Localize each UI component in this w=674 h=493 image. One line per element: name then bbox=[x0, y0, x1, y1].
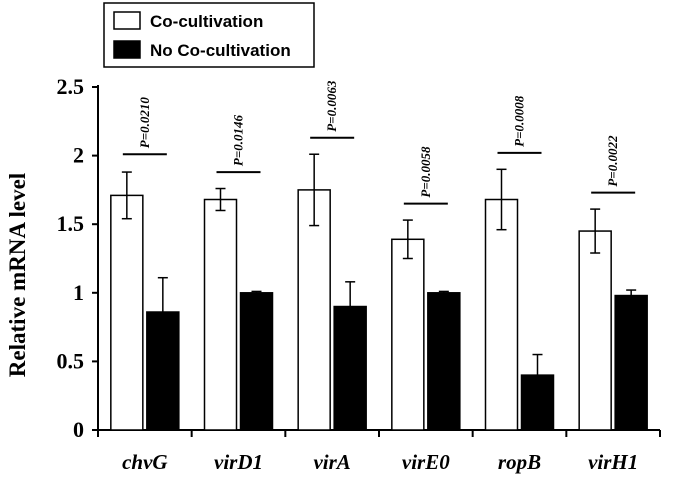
x-tick-label: virA bbox=[313, 450, 350, 474]
bar-co-cultivation bbox=[110, 194, 144, 431]
y-tick-label: 2 bbox=[73, 143, 84, 168]
legend-label-co-cultivation: Co-cultivation bbox=[150, 12, 263, 31]
bar-no-co-cultivation bbox=[239, 292, 274, 431]
bar-co-cultivation bbox=[203, 198, 238, 431]
p-value-label: P=0.0210 bbox=[137, 97, 152, 149]
bar-no-co-cultivation bbox=[427, 292, 461, 431]
bar-co-cultivation bbox=[578, 230, 612, 431]
y-tick-label: 0.5 bbox=[57, 348, 85, 373]
x-tick-label: virE0 bbox=[402, 450, 450, 474]
y-tick-label: 2.5 bbox=[57, 74, 85, 99]
bar-co-cultivation bbox=[391, 238, 425, 431]
x-tick-label: virH1 bbox=[588, 450, 638, 474]
p-value-label: P=0.0008 bbox=[512, 95, 527, 147]
legend: Co-cultivation No Co-cultivation bbox=[103, 2, 315, 68]
p-value-label: P=0.0058 bbox=[418, 146, 433, 198]
x-tick-label: chvG bbox=[122, 450, 168, 474]
bar-co-cultivation bbox=[484, 198, 519, 431]
bar-no-co-cultivation bbox=[614, 294, 648, 431]
p-value-label: P=0.0146 bbox=[231, 114, 246, 166]
bar-co-cultivation bbox=[297, 189, 331, 431]
legend-label-no-co-cultivation: No Co-cultivation bbox=[150, 41, 291, 60]
y-axis-label: Relative mRNA level bbox=[5, 173, 30, 377]
y-tick-label: 1.5 bbox=[57, 211, 85, 236]
x-tick-label: virD1 bbox=[214, 450, 263, 474]
p-value-label: P=0.0022 bbox=[605, 135, 620, 187]
legend-swatch-no-co-cultivation bbox=[113, 40, 141, 59]
p-value-label: P=0.0063 bbox=[324, 80, 339, 132]
y-tick-label: 1 bbox=[73, 280, 84, 305]
y-tick-label: 0 bbox=[73, 417, 84, 442]
legend-swatch-co-cultivation bbox=[113, 11, 141, 30]
x-tick-label: ropB bbox=[498, 450, 541, 474]
